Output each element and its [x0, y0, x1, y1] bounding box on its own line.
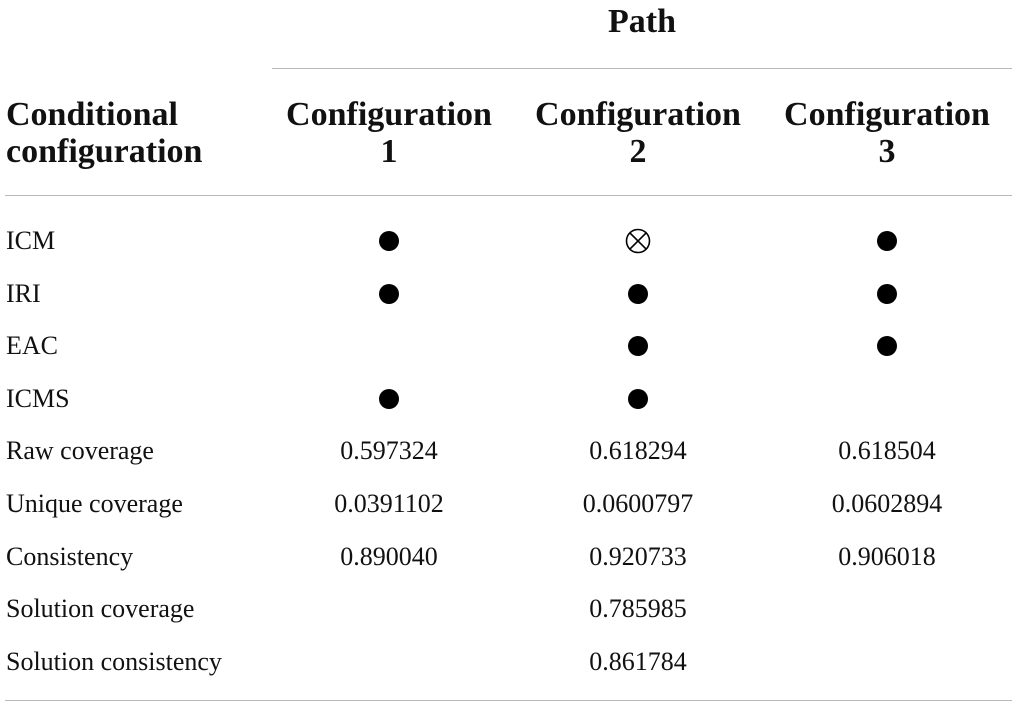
- table-row: Solution coverage 0.785985: [0, 583, 1017, 635]
- table-row: Solution consistency 0.861784: [0, 636, 1017, 688]
- empty-cell: [264, 636, 514, 688]
- filled-circle-icon: [628, 283, 648, 304]
- filled-circle-icon: [877, 336, 897, 357]
- filled-circle-icon: [628, 388, 648, 409]
- table-row: IRI: [0, 268, 1017, 320]
- row-label: Unique coverage: [6, 489, 183, 518]
- stub-header-line-2: configuration: [6, 133, 203, 170]
- empty-cell: [762, 373, 1012, 425]
- empty-cell: [264, 583, 514, 635]
- value-cell: 0.890040: [340, 541, 438, 571]
- filled-circle-icon: [513, 320, 763, 372]
- filled-circle-icon: [762, 268, 1012, 320]
- table-row: EAC: [0, 320, 1017, 372]
- filled-circle-icon: [628, 336, 648, 357]
- filled-circle-icon: [379, 231, 399, 252]
- filled-circle-icon: [513, 268, 763, 320]
- filled-circle-icon: [264, 268, 514, 320]
- header-rule: [5, 195, 1012, 196]
- table-row: Raw coverage 0.597324 0.618294 0.618504: [0, 425, 1017, 477]
- filled-circle-icon: [762, 215, 1012, 267]
- crossed-circle-icon: [625, 228, 651, 254]
- filled-circle-icon: [264, 215, 514, 267]
- empty-cell: [762, 583, 1012, 635]
- filled-circle-icon: [877, 283, 897, 304]
- value-cell: 0.597324: [340, 436, 438, 466]
- value-cell: 0.861784: [589, 646, 687, 676]
- table-row: Consistency 0.890040 0.920733 0.906018: [0, 531, 1017, 583]
- stub-header-line-1: Conditional: [6, 96, 178, 133]
- row-label: IRI: [6, 278, 41, 308]
- column-header-number: 3: [878, 133, 896, 170]
- column-header-number: 1: [380, 133, 398, 170]
- row-label: EAC: [6, 331, 58, 361]
- path-header: Path: [608, 3, 676, 40]
- stub-header: Conditional configuration: [6, 96, 202, 170]
- value-cell: 0.906018: [838, 541, 936, 571]
- row-label: ICMS: [6, 383, 70, 413]
- empty-cell: [762, 636, 1012, 688]
- table-row: Unique coverage 0.0391102 0.0600797 0.06028…: [0, 478, 1017, 530]
- row-label: Solution consistency: [6, 646, 222, 676]
- value-cell: 0.920733: [589, 541, 687, 571]
- column-header-configuration-3: Configuration 3: [762, 96, 1012, 170]
- row-label: Raw coverage: [6, 436, 154, 466]
- value-cell: 0.0602894: [831, 489, 943, 518]
- value-cell: 0.618294: [589, 436, 687, 466]
- column-header-label: Configuration: [286, 96, 492, 133]
- table-row: ICM: [0, 215, 1017, 267]
- column-header-configuration-1: Configuration 1: [264, 96, 514, 170]
- row-label: ICM: [6, 226, 56, 255]
- bottom-rule: [5, 700, 1012, 701]
- crossed-circle-icon: [513, 215, 763, 267]
- column-header-number: 2: [629, 133, 647, 170]
- value-cell: 0.785985: [589, 594, 687, 624]
- value-cell: 0.0600797: [582, 489, 694, 518]
- filled-circle-icon: [877, 231, 897, 252]
- column-header-configuration-2: Configuration 2: [513, 96, 763, 170]
- column-header-label: Configuration: [784, 96, 990, 133]
- filled-circle-icon: [379, 388, 399, 409]
- column-header-label: Configuration: [535, 96, 741, 133]
- table-row: ICMS: [0, 373, 1017, 425]
- filled-circle-icon: [379, 283, 399, 304]
- value-cell: 0.0391102: [334, 489, 444, 518]
- path-rule: [272, 68, 1012, 69]
- filled-circle-icon: [264, 373, 514, 425]
- filled-circle-icon: [762, 320, 1012, 372]
- empty-cell: [264, 320, 514, 372]
- row-label: Solution coverage: [6, 594, 195, 624]
- filled-circle-icon: [513, 373, 763, 425]
- value-cell: 0.618504: [838, 436, 936, 466]
- row-label: Consistency: [6, 541, 134, 571]
